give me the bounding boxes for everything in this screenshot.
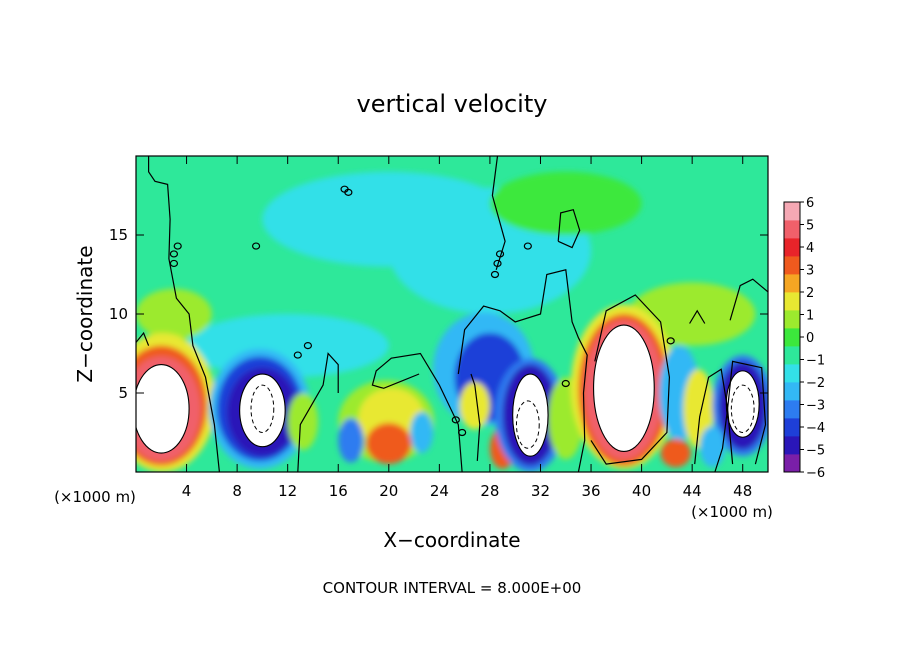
- negative-contour: [730, 384, 755, 433]
- plot-area: [136, 156, 768, 472]
- x-axis-label: X−coordinate: [383, 528, 520, 552]
- colorbar-swatch: [784, 400, 800, 419]
- contour-loop: [666, 337, 675, 345]
- saturated-core: [512, 373, 549, 457]
- y-axis-ticks: 5 10 15: [109, 226, 768, 402]
- contour-loop: [561, 379, 570, 388]
- colorbar-label: 6: [806, 196, 814, 211]
- x-tick-label: 32: [531, 482, 550, 500]
- x-tick-label: 8: [232, 482, 242, 500]
- field-blob: [338, 418, 364, 463]
- velocity-cores: [136, 324, 760, 457]
- colorbar-swatch: [784, 292, 800, 311]
- x-unit-right: (×1000 m): [691, 503, 773, 521]
- contour-line: [457, 269, 588, 472]
- contour-interval-note: CONTOUR INTERVAL = 8.000E+00: [323, 579, 582, 597]
- x-tick-label: 48: [733, 482, 752, 500]
- chart-title: vertical velocity: [357, 90, 548, 118]
- contour-line: [726, 360, 767, 465]
- x-tick-label: 24: [430, 482, 449, 500]
- x-unit-left: (×1000 m): [54, 488, 136, 506]
- field-blob: [136, 288, 212, 340]
- colorbar-label: −2: [806, 376, 825, 391]
- zero-contours: [136, 156, 768, 472]
- x-axis-ticks: 4 8 12 16 20 24 28 32 36 40 44 48: [182, 156, 752, 500]
- colorbar-swatch: [784, 364, 800, 383]
- contour-loop: [173, 242, 182, 250]
- colorbar-label: −3: [806, 399, 825, 414]
- colorbar-label: 4: [806, 241, 814, 256]
- colorbar-label: 5: [806, 219, 814, 234]
- x-tick-label: 40: [632, 482, 651, 500]
- contour-loop: [251, 242, 261, 250]
- colorbar-label: −1: [806, 354, 825, 369]
- colorbar-swatch: [784, 346, 800, 365]
- contour-loop: [169, 259, 179, 268]
- colorbar-swatch: [784, 256, 800, 275]
- field-blob: [410, 411, 434, 454]
- colorbar-label: −6: [806, 466, 825, 481]
- colorbar-swatch: [784, 238, 800, 257]
- colorbar-swatch: [784, 418, 800, 437]
- x-tick-label: 20: [379, 482, 398, 500]
- contour-line: [371, 352, 463, 472]
- contour-line: [694, 368, 729, 472]
- colorbar-swatch: [784, 328, 800, 347]
- contour-line: [136, 331, 150, 346]
- field-blob: [366, 423, 412, 465]
- colorbar-label: 1: [806, 309, 814, 324]
- saturated-core: [239, 373, 286, 448]
- contour-line: [148, 156, 220, 472]
- y-axis-label: Z−coordinate: [73, 245, 97, 382]
- colorbar-swatch: [784, 310, 800, 329]
- contour-loop: [169, 250, 179, 258]
- colorbar: 6 5 4 3 2 1 0 −1 −2 −3 −4 −5 −6: [783, 196, 825, 481]
- y-tick-label: 5: [118, 384, 128, 402]
- x-tick-label: 12: [278, 482, 297, 500]
- x-tick-label: 16: [329, 482, 348, 500]
- contour-loop: [303, 342, 313, 350]
- contour-loop: [458, 428, 467, 437]
- field-blob: [699, 426, 726, 468]
- saturated-core: [136, 364, 190, 454]
- x-tick-label: 28: [480, 482, 499, 500]
- contour-loop: [344, 188, 353, 196]
- x-tick-label: 36: [581, 482, 600, 500]
- saturated-core: [593, 324, 655, 453]
- colorbar-label: 0: [806, 331, 814, 346]
- y-tick-label: 10: [109, 305, 128, 323]
- contour-loop: [451, 416, 460, 424]
- contour-loop: [495, 250, 505, 258]
- colorbar-label: −4: [806, 421, 825, 436]
- colorbar-label: 2: [806, 286, 814, 301]
- contour-line: [491, 156, 506, 270]
- contour-line: [590, 294, 671, 465]
- negative-contour: [515, 400, 540, 449]
- colorbar-label: −5: [806, 444, 825, 459]
- colorbar-swatch: [784, 436, 800, 455]
- contour-loop: [493, 259, 502, 268]
- contour-loop: [490, 270, 500, 279]
- contour-line: [689, 309, 706, 324]
- colorbar-swatch: [784, 202, 800, 221]
- field-blob: [660, 438, 691, 468]
- colorbar-swatch: [784, 382, 800, 401]
- contour-line: [729, 278, 768, 321]
- negative-contour: [250, 384, 275, 433]
- contour-loop: [293, 351, 302, 359]
- colorbar-swatch: [784, 220, 800, 239]
- field-blob: [459, 381, 490, 430]
- y-tick-label: 15: [109, 226, 128, 244]
- x-tick-label: 4: [182, 482, 192, 500]
- colorbar-swatch: [784, 274, 800, 293]
- colorbar-label: 3: [806, 264, 814, 279]
- contour-line: [297, 352, 339, 472]
- contour-line: [557, 208, 581, 249]
- field-blob: [489, 171, 642, 235]
- colorbar-swatch: [784, 454, 800, 473]
- contour-loop: [523, 242, 532, 250]
- contour-line: [470, 373, 481, 461]
- x-tick-label: 44: [683, 482, 702, 500]
